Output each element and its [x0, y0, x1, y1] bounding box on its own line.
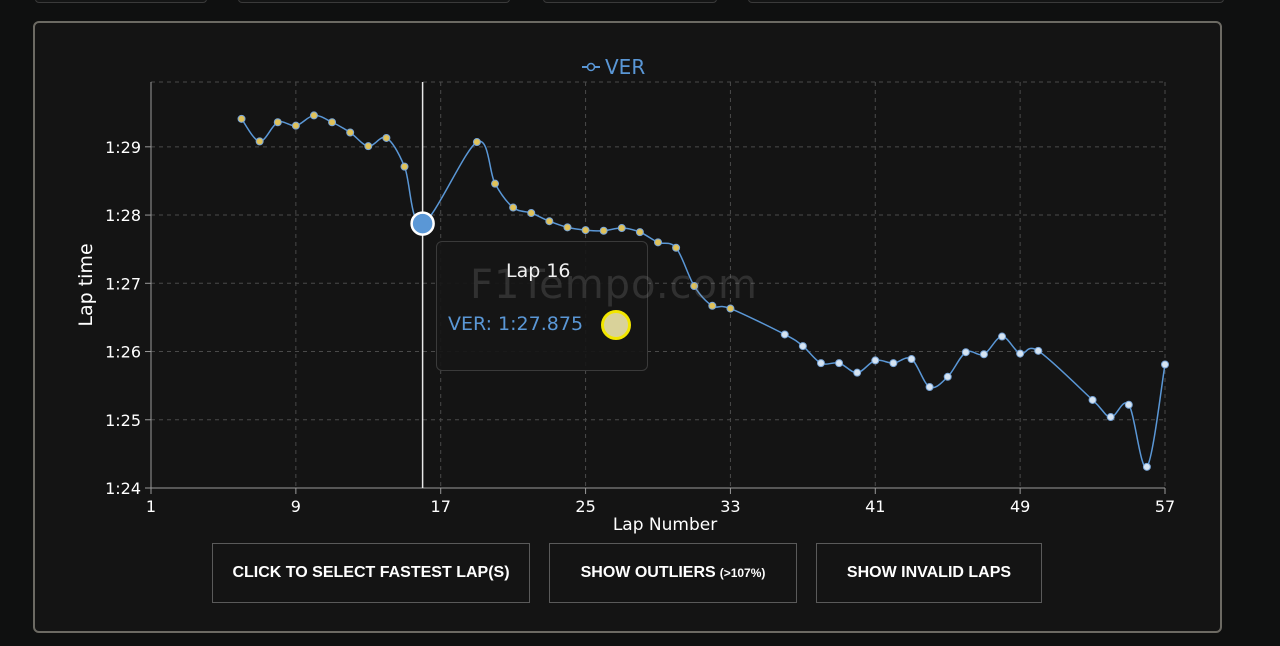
data-point-lap-6[interactable]: [237, 114, 246, 123]
data-point-lap-41[interactable]: [871, 356, 880, 365]
show-outliers-button[interactable]: SHOW OUTLIERS (>107%): [549, 543, 797, 603]
data-point-lap-36[interactable]: [780, 330, 789, 339]
axes: 1 9 17 25 33 41 49 57 1:24 1:25 1:26 1:27 1:28 1:29: [105, 82, 1175, 516]
legend[interactable]: VER: [582, 55, 645, 79]
data-point-lap-12[interactable]: [346, 128, 355, 137]
x-tick-label: 1: [146, 497, 156, 516]
x-tick-label: 57: [1155, 497, 1175, 516]
tooltip-title: Lap 16: [506, 260, 571, 282]
legend-marker-icon: [586, 62, 596, 72]
data-point-lap-50[interactable]: [1034, 346, 1043, 355]
watermark: F1Tempo.com: [470, 262, 758, 308]
y-tick-label: 1:24: [105, 479, 141, 498]
data-points[interactable]: [237, 111, 1169, 471]
y-tick-label: 1:26: [105, 343, 141, 362]
data-point-lap-55[interactable]: [1124, 400, 1133, 409]
data-point-lap-9[interactable]: [291, 121, 300, 130]
legend-label-ver: VER: [605, 55, 645, 79]
data-point-lap-19[interactable]: [472, 138, 481, 147]
data-point-lap-46[interactable]: [961, 348, 970, 357]
x-tick-label: 49: [1010, 497, 1030, 516]
data-point-lap-21[interactable]: [509, 203, 518, 212]
data-point-lap-27[interactable]: [617, 224, 626, 233]
data-point-lap-20[interactable]: [491, 179, 500, 188]
tooltip-value: VER: 1:27.875: [448, 313, 584, 335]
data-point-lap-44[interactable]: [925, 383, 934, 392]
highlighted-point[interactable]: [410, 211, 435, 236]
show-outliers-note: (>107%): [719, 566, 766, 580]
data-point-lap-38[interactable]: [816, 359, 825, 368]
data-point-lap-29[interactable]: [654, 238, 662, 247]
data-point-lap-37[interactable]: [798, 342, 807, 351]
x-tick-label: 41: [865, 497, 885, 516]
data-point-lap-42[interactable]: [889, 359, 898, 368]
x-tick-label: 33: [720, 497, 740, 516]
y-tick-label: 1:29: [105, 138, 141, 157]
y-tick-label: 1:28: [105, 206, 141, 225]
data-point-lap-14[interactable]: [382, 133, 391, 142]
y-tick-label: 1:27: [105, 274, 141, 293]
x-tick-label: 17: [431, 497, 451, 516]
show-outliers-label: SHOW OUTLIERS: [580, 564, 716, 581]
data-point-lap-47[interactable]: [979, 350, 988, 359]
data-point-lap-57[interactable]: [1161, 360, 1169, 369]
tooltip-marker-icon: [601, 310, 631, 340]
data-point-lap-54[interactable]: [1106, 413, 1115, 422]
data-point-lap-24[interactable]: [563, 223, 572, 232]
data-point-lap-15[interactable]: [400, 162, 409, 171]
data-point-lap-40[interactable]: [853, 368, 862, 377]
select-fastest-laps-label: CLICK TO SELECT FASTEST LAP(S): [232, 564, 510, 581]
data-point-lap-49[interactable]: [1016, 349, 1025, 358]
select-fastest-laps-button[interactable]: CLICK TO SELECT FASTEST LAP(S): [212, 543, 530, 603]
data-point-lap-30[interactable]: [672, 243, 681, 252]
data-point-lap-22[interactable]: [527, 209, 536, 218]
show-invalid-laps-button[interactable]: SHOW INVALID LAPS: [816, 543, 1042, 603]
data-point-lap-23[interactable]: [545, 217, 554, 226]
data-point-lap-25[interactable]: [581, 226, 590, 235]
data-point-lap-26[interactable]: [599, 226, 608, 235]
data-point-lap-48[interactable]: [998, 332, 1007, 341]
x-tick-label: 25: [575, 497, 595, 516]
data-point-lap-39[interactable]: [835, 359, 844, 368]
x-tick-label: 9: [291, 497, 301, 516]
x-axis-label: Lap Number: [613, 515, 717, 535]
data-point-lap-31[interactable]: [690, 282, 699, 291]
data-point-lap-11[interactable]: [328, 118, 337, 127]
data-point-lap-53[interactable]: [1088, 395, 1097, 404]
data-point-lap-28[interactable]: [635, 228, 644, 237]
data-point-lap-33[interactable]: [726, 304, 735, 313]
y-tick-label: 1:25: [105, 411, 141, 430]
data-point-lap-8[interactable]: [273, 118, 282, 127]
data-point-lap-13[interactable]: [364, 142, 373, 151]
data-point-lap-56[interactable]: [1142, 462, 1151, 471]
data-point-lap-45[interactable]: [943, 372, 952, 381]
data-point-lap-43[interactable]: [907, 355, 916, 364]
data-point-lap-7[interactable]: [255, 137, 264, 146]
data-point-lap-10[interactable]: [309, 111, 318, 120]
data-point-lap-32[interactable]: [708, 301, 717, 310]
tooltip: [436, 241, 648, 371]
y-axis-label: Lap time: [75, 243, 97, 326]
show-invalid-laps-label: SHOW INVALID LAPS: [846, 564, 1012, 581]
